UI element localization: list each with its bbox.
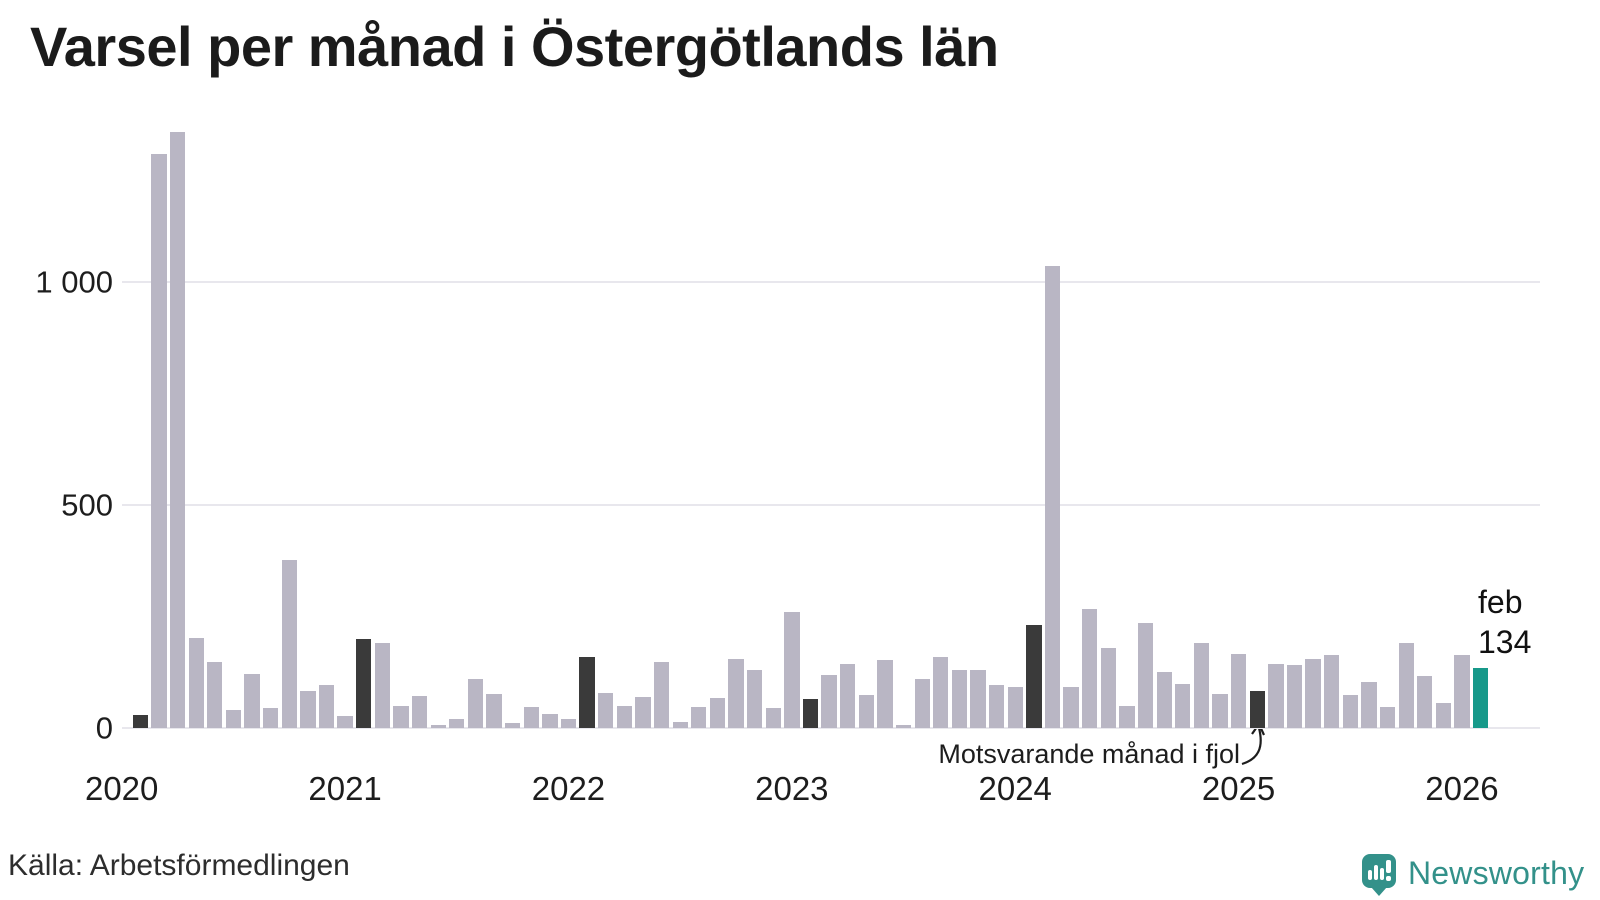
bar-2021-03 xyxy=(374,643,390,729)
bar-2023-09 xyxy=(933,656,949,729)
bar-2020-08 xyxy=(244,674,260,729)
bar-2024-12 xyxy=(1212,694,1228,729)
bar-2026-01 xyxy=(1454,654,1470,729)
bar-2023-07 xyxy=(895,724,912,729)
bar-2022-01 xyxy=(560,719,577,729)
bar-2024-01 xyxy=(1007,687,1023,729)
bar-2022-02 xyxy=(579,656,595,729)
bar-2024-04 xyxy=(1063,686,1079,729)
bar-2020-03 xyxy=(151,154,167,729)
bar-2023-01 xyxy=(784,612,800,729)
bar-2022-09 xyxy=(709,697,726,729)
bar-2020-11 xyxy=(300,691,316,729)
bar-2023-02 xyxy=(802,699,819,729)
bar-2025-04 xyxy=(1286,664,1303,729)
x-axis-year-label-2024: 2024 xyxy=(978,770,1052,807)
bar-2020-07 xyxy=(225,710,242,729)
newsworthy-wordmark: Newsworthy xyxy=(1408,855,1585,891)
bar-2020-04 xyxy=(169,131,186,729)
x-axis-year-label-2020: 2020 xyxy=(84,770,159,807)
newsworthy-logo-icon xyxy=(1362,854,1396,896)
bar-2021-10 xyxy=(505,722,521,729)
bar-2026-02 xyxy=(1472,668,1489,729)
gridline-y-0 xyxy=(122,727,1540,730)
bar-2020-09 xyxy=(263,708,279,729)
gridline-y-1000 xyxy=(122,280,1540,283)
bar-2025-09 xyxy=(1379,706,1396,729)
bar-2025-06 xyxy=(1324,655,1340,729)
bar-2023-11 xyxy=(970,670,986,729)
bar-2025-12 xyxy=(1435,703,1452,729)
bar-2022-12 xyxy=(765,708,781,729)
x-axis-year-label-2023: 2023 xyxy=(755,770,829,807)
bar-2023-12 xyxy=(988,684,1005,729)
bar-2022-05 xyxy=(635,697,651,729)
y-axis-tick-label: 1 000 xyxy=(35,264,113,300)
bar-2025-01 xyxy=(1230,653,1247,729)
bar-2021-09 xyxy=(486,693,502,729)
bar-2024-08 xyxy=(1137,623,1154,729)
bar-2025-08 xyxy=(1361,681,1377,729)
bar-2022-06 xyxy=(653,662,670,729)
bar-2020-12 xyxy=(318,684,335,729)
bar-2023-03 xyxy=(821,674,837,729)
bar-2025-10 xyxy=(1398,643,1414,729)
bar-2025-02 xyxy=(1249,690,1265,729)
x-axis-year-label-2025: 2025 xyxy=(1201,770,1276,807)
bar-2022-07 xyxy=(672,722,688,729)
bar-2021-04 xyxy=(393,706,409,729)
bar-2025-07 xyxy=(1342,695,1358,729)
gridline-y-500 xyxy=(122,503,1540,506)
chart-title: Varsel per månad i Östergötlands län xyxy=(30,15,999,78)
x-axis-year-label-2021: 2021 xyxy=(308,770,382,807)
bar-2024-02 xyxy=(1026,624,1042,729)
bar-2023-05 xyxy=(858,694,874,729)
bar-2024-09 xyxy=(1156,671,1172,729)
bar-2022-03 xyxy=(598,692,614,729)
x-axis-year-label-2022: 2022 xyxy=(531,770,606,807)
bar-2021-06 xyxy=(430,724,446,729)
bar-2021-08 xyxy=(467,679,484,729)
bar-2024-10 xyxy=(1175,683,1191,729)
bar-2023-06 xyxy=(877,659,893,729)
annotation-same-month-last-year: Motsvarande månad i fjol xyxy=(938,739,1240,769)
bar-2020-10 xyxy=(281,559,297,729)
bar-2024-06 xyxy=(1100,647,1116,729)
bar-2021-02 xyxy=(356,638,372,729)
bar-2024-05 xyxy=(1082,608,1098,729)
bar-2022-04 xyxy=(616,705,632,729)
current-month-name: feb xyxy=(1478,584,1523,620)
bar-2025-03 xyxy=(1268,663,1284,729)
bar-2020-02 xyxy=(132,714,148,729)
bar-2024-03 xyxy=(1044,265,1061,729)
current-month-value: 134 xyxy=(1478,624,1532,660)
bar-2025-05 xyxy=(1305,659,1321,729)
bar-2023-08 xyxy=(914,679,930,729)
bar-2025-11 xyxy=(1417,675,1433,729)
current-month-label: feb 134 xyxy=(1478,582,1531,662)
bar-2021-07 xyxy=(449,719,465,729)
bar-2023-10 xyxy=(951,670,968,729)
bar-2023-04 xyxy=(840,663,856,729)
bar-2022-10 xyxy=(728,659,744,729)
bar-2020-06 xyxy=(207,661,223,729)
bar-2024-11 xyxy=(1193,642,1210,729)
bar-2021-01 xyxy=(337,715,353,729)
y-axis-tick-label: 500 xyxy=(61,487,113,523)
bar-2021-11 xyxy=(523,706,539,729)
bar-2022-11 xyxy=(746,670,763,729)
bar-2024-07 xyxy=(1119,706,1135,729)
x-axis-year-label-2026: 2026 xyxy=(1425,770,1499,807)
bar-2020-05 xyxy=(188,637,204,729)
y-axis-tick-label: 0 xyxy=(95,710,113,746)
source-caption: Källa: Arbetsförmedlingen xyxy=(8,849,350,882)
bar-2021-12 xyxy=(542,714,558,729)
bar-2021-05 xyxy=(411,695,428,729)
bar-2022-08 xyxy=(691,706,707,729)
